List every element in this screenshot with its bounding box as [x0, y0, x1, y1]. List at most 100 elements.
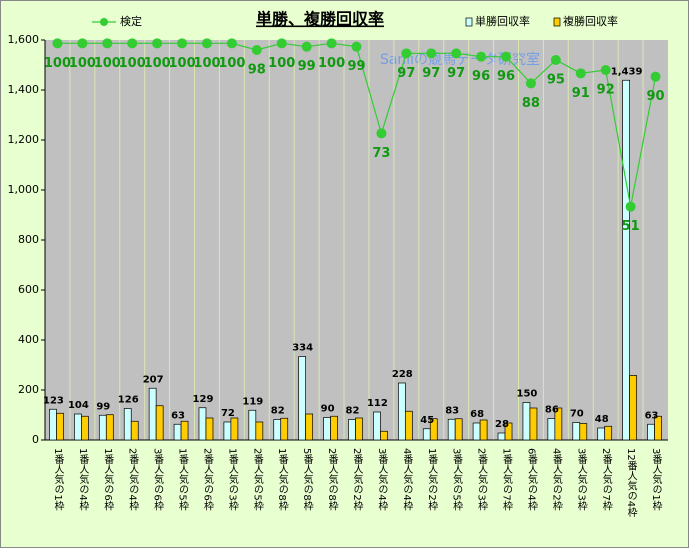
data-label: 126 [118, 395, 139, 406]
line-point [625, 201, 636, 212]
bar [397, 382, 406, 441]
data-label: 99 [96, 401, 110, 412]
data-label: 72 [221, 408, 235, 419]
bar [479, 419, 488, 441]
line-label: 91 [572, 86, 590, 101]
bar [579, 423, 588, 441]
data-label: 82 [271, 406, 285, 417]
line-label: 96 [472, 69, 490, 84]
x-tick-label: 1番人気の3枠 [226, 448, 238, 512]
bar [180, 420, 189, 441]
bar [280, 417, 289, 441]
legend-label: 複勝回収率 [563, 14, 618, 28]
line-point [152, 38, 163, 49]
x-tick-label: 2番人気の4枠 [127, 448, 139, 512]
line-point [451, 48, 462, 59]
x-tick-label: 2番人気の6枠 [201, 448, 213, 512]
bar [504, 422, 513, 441]
line-point [525, 78, 536, 89]
bar [522, 402, 531, 441]
bar [547, 418, 556, 441]
bar [348, 419, 356, 441]
line-label: 88 [522, 96, 540, 111]
line-point [401, 48, 412, 59]
x-tick-label: 3番人気の5枠 [451, 448, 463, 512]
data-label: 129 [193, 394, 214, 405]
bar [597, 427, 606, 441]
line-label: 73 [372, 146, 390, 161]
bar [604, 425, 613, 441]
line-label: 100 [218, 56, 245, 71]
line-point [52, 38, 63, 49]
line-point [301, 41, 312, 52]
line-point [177, 38, 188, 49]
y-tick-label: 800 [18, 233, 39, 246]
x-tick-label: 1番人気の2枠 [426, 448, 438, 512]
bar [404, 410, 413, 441]
bar [223, 421, 232, 441]
line-label: 99 [347, 59, 365, 74]
data-label: 28 [495, 419, 509, 430]
bar [330, 415, 338, 441]
bar [422, 428, 431, 441]
bar [155, 405, 164, 441]
x-tick-label: 3番人気の4枠 [376, 448, 388, 512]
line-point [426, 48, 437, 59]
bar [355, 417, 363, 441]
line-label: 99 [298, 59, 316, 74]
chart-title: 単勝、複勝回収率 [256, 10, 384, 29]
data-label: 83 [445, 405, 459, 416]
line-point [326, 38, 337, 49]
x-tick-label: 2番人気の5枠 [251, 448, 263, 512]
line-point [226, 38, 237, 49]
line-label: 97 [422, 66, 440, 81]
bar [74, 413, 82, 441]
bar [148, 387, 157, 441]
bar [305, 413, 314, 441]
bar [56, 412, 64, 441]
line-label: 100 [69, 56, 96, 71]
y-tick-label: 1,200 [8, 133, 40, 146]
x-tick-label: 4番人気の2枠 [550, 448, 562, 512]
y-tick-label: 1,400 [8, 83, 40, 96]
x-tick-label: 5番人気の8枠 [301, 448, 313, 512]
bar [248, 409, 257, 441]
x-tick-label: 4番人気の4枠 [401, 448, 413, 512]
data-label: 207 [143, 374, 164, 385]
plot-area [45, 40, 668, 440]
y-tick-label: 200 [18, 383, 39, 396]
x-tick-label: 3番人気の1枠 [650, 448, 662, 512]
data-label: 82 [346, 406, 360, 417]
line-point [77, 38, 88, 49]
bar [454, 418, 463, 441]
bar [472, 422, 481, 441]
y-tick-label: 1,000 [8, 183, 40, 196]
line-label: 100 [44, 56, 71, 71]
line-point [201, 38, 212, 49]
bar [81, 415, 89, 441]
x-tick-label: 1番人気の8枠 [276, 448, 288, 512]
line-point [650, 71, 661, 82]
x-tick-label: 1番人気の5枠 [177, 448, 189, 512]
x-tick-label: 12番人気の4枠 [625, 448, 637, 518]
data-label: 48 [595, 414, 609, 425]
y-tick-label: 400 [18, 333, 39, 346]
line-point [102, 38, 113, 49]
data-label: 90 [321, 404, 335, 415]
bar [373, 411, 381, 441]
x-tick-label: 1番人気の7枠 [501, 448, 513, 512]
line-label: 98 [248, 63, 266, 78]
data-label: 70 [570, 409, 584, 420]
bar [49, 408, 57, 441]
legend-marker [100, 18, 108, 26]
y-tick-label: 600 [18, 283, 39, 296]
x-tick-label: 2番人気の2枠 [351, 448, 363, 512]
data-label: 119 [242, 396, 263, 407]
line-label: 100 [318, 56, 345, 71]
x-tick-label: 1番人気の4枠 [77, 448, 89, 512]
line-label: 51 [622, 219, 640, 234]
bar [622, 79, 630, 441]
line-label: 100 [119, 56, 146, 71]
line-point [575, 68, 586, 79]
